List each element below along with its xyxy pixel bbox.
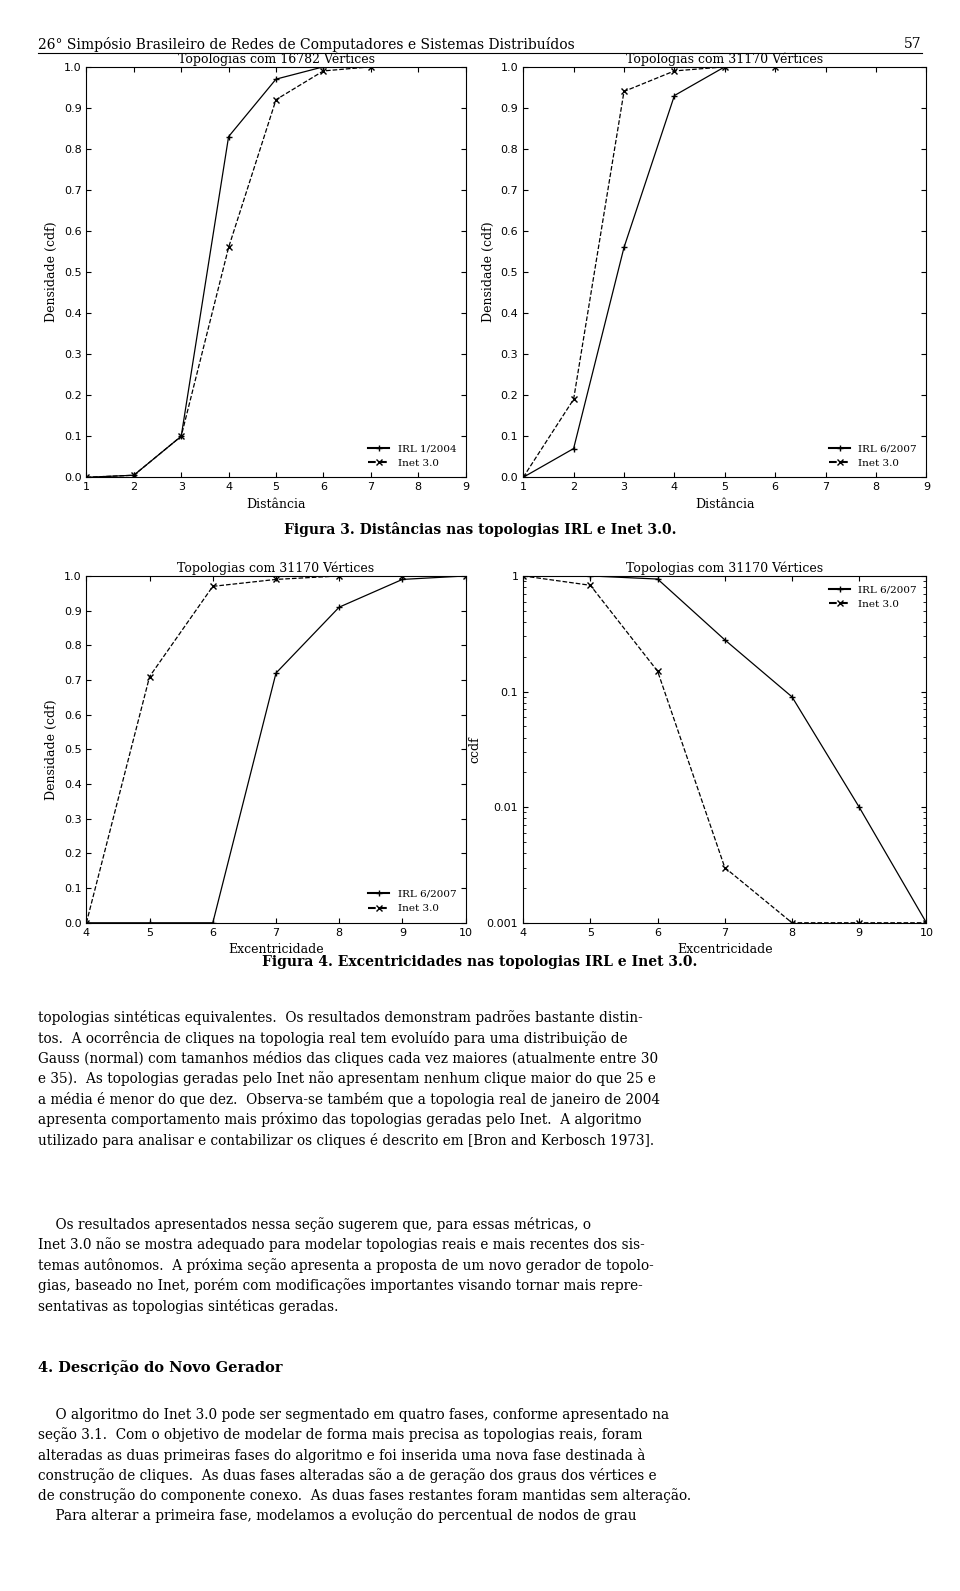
X-axis label: Excentricidade: Excentricidade [677,943,773,956]
Title: Topologias com 31170 Vértices: Topologias com 31170 Vértices [626,562,824,574]
Y-axis label: Densidade (cdf): Densidade (cdf) [45,698,59,800]
Text: Os resultados apresentados nessa seção sugerem que, para essas métricas, o
Inet : Os resultados apresentados nessa seção s… [38,1217,654,1314]
Legend: IRL 6/2007, Inet 3.0: IRL 6/2007, Inet 3.0 [364,886,461,918]
X-axis label: Excentricidade: Excentricidade [228,943,324,956]
Text: Figura 3. Distâncias nas topologias IRL e Inet 3.0.: Figura 3. Distâncias nas topologias IRL … [284,522,676,536]
Text: 57: 57 [904,37,922,51]
X-axis label: Distância: Distância [247,498,305,511]
X-axis label: Distância: Distância [695,498,755,511]
Y-axis label: ccdf: ccdf [468,737,481,762]
Text: topologias sintéticas equivalentes.  Os resultados demonstram padrões bastante d: topologias sintéticas equivalentes. Os r… [38,1010,660,1147]
Title: Topologias com 31170 Vértices: Topologias com 31170 Vértices [178,562,374,574]
Title: Topologias com 31170 Vértices: Topologias com 31170 Vértices [626,53,824,65]
Text: 26° Simpósio Brasileiro de Redes de Computadores e Sistemas Distribuídos: 26° Simpósio Brasileiro de Redes de Comp… [38,37,575,51]
Legend: IRL 6/2007, Inet 3.0: IRL 6/2007, Inet 3.0 [825,581,922,613]
Legend: IRL 6/2007, Inet 3.0: IRL 6/2007, Inet 3.0 [825,441,922,473]
Text: 4. Descrição do Novo Gerador: 4. Descrição do Novo Gerador [38,1360,283,1375]
Text: O algoritmo do Inet 3.0 pode ser segmentado em quatro fases, conforme apresentad: O algoritmo do Inet 3.0 pode ser segment… [38,1408,691,1524]
Text: Figura 4. Excentricidades nas topologias IRL e Inet 3.0.: Figura 4. Excentricidades nas topologias… [262,955,698,969]
Y-axis label: Densidade (cdf): Densidade (cdf) [482,221,495,323]
Legend: IRL 1/2004, Inet 3.0: IRL 1/2004, Inet 3.0 [364,441,461,473]
Title: Topologias com 16782 Vértices: Topologias com 16782 Vértices [178,53,374,65]
Y-axis label: Densidade (cdf): Densidade (cdf) [45,221,59,323]
